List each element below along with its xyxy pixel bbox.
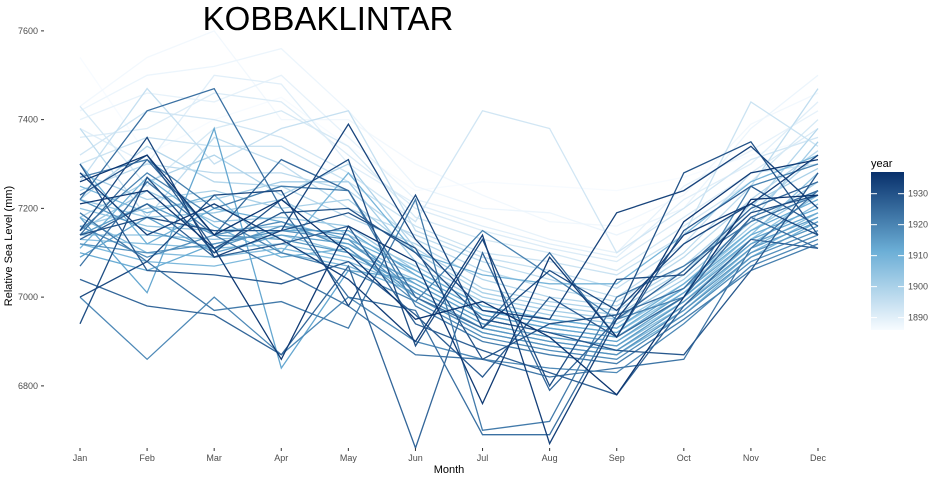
x-tick-label: Sep [609, 453, 625, 463]
series-line-1891 [79, 92, 819, 263]
x-tick-label: Apr [274, 453, 288, 463]
series-line-1889 [79, 74, 819, 254]
series-line-1928 [79, 163, 819, 378]
x-tick-label: Dec [810, 453, 827, 463]
series-line-1892 [79, 105, 819, 272]
x-tick-label: Jun [408, 453, 423, 463]
legend-tick-label: 1920 [908, 220, 928, 230]
x-tick-label: Jan [73, 453, 88, 463]
x-axis: Jan Feb Mar Apr May Jun Jul Aug Sep Oct Nov Dec [73, 448, 827, 463]
legend-tick-label: 1930 [908, 189, 928, 199]
colorbar [871, 172, 904, 330]
series-line-1936 [79, 154, 819, 396]
y-axis: 6800 7000 7200 7400 7600 [18, 26, 44, 391]
series-line-1924 [79, 87, 819, 436]
series-line-1896 [79, 88, 819, 298]
series-line-1920 [79, 163, 819, 321]
series-line-1927 [79, 203, 819, 396]
series-line-1915 [79, 203, 819, 347]
series-line-1935 [79, 158, 819, 406]
x-tick-label: May [340, 453, 358, 463]
series-line-1929 [79, 154, 819, 356]
series-line-1914 [79, 216, 819, 343]
series-line-1909 [79, 154, 819, 285]
legend-title: year [871, 158, 893, 170]
x-axis-label: Month [434, 464, 465, 476]
y-tick-label: 7200 [18, 203, 38, 213]
legend: year 1890 1900 1910 1920 1930 [871, 158, 928, 330]
x-tick-label: Aug [542, 453, 558, 463]
legend-tick-label: 1890 [908, 313, 928, 323]
series-line-1890 [79, 74, 819, 258]
y-tick-label: 7600 [18, 26, 38, 36]
x-tick-label: Mar [206, 453, 222, 463]
series-line-1931 [79, 158, 819, 388]
legend-ticks: 1890 1900 1910 1920 1930 [871, 189, 928, 323]
y-axis-label: Relative Sea Level (mm) [3, 186, 15, 306]
series-line-1930 [79, 140, 819, 361]
series-line-1921 [79, 158, 819, 365]
series-line-1893 [79, 110, 819, 254]
series-line-1886 [79, 57, 819, 192]
x-tick-label: Jul [477, 453, 489, 463]
y-tick-label: 7400 [18, 115, 38, 125]
series-layer [79, 30, 819, 450]
chart-title: KOBBAKLINTAR [203, 0, 454, 37]
series-line-1934 [79, 154, 819, 446]
x-tick-label: Oct [677, 453, 692, 463]
series-line-1897 [79, 150, 819, 303]
x-tick-label: Feb [139, 453, 155, 463]
legend-tick-label: 1910 [908, 251, 928, 261]
series-line-1933 [79, 122, 819, 320]
series-line-1888 [79, 47, 819, 236]
legend-tick-label: 1900 [908, 282, 928, 292]
series-line-1900 [79, 167, 819, 316]
y-tick-label: 6800 [18, 381, 38, 391]
series-line-1932 [79, 189, 819, 330]
x-tick-label: Nov [743, 453, 760, 463]
y-tick-label: 7000 [18, 292, 38, 302]
series-line-1922 [79, 194, 819, 432]
series-line-1926 [79, 181, 819, 450]
